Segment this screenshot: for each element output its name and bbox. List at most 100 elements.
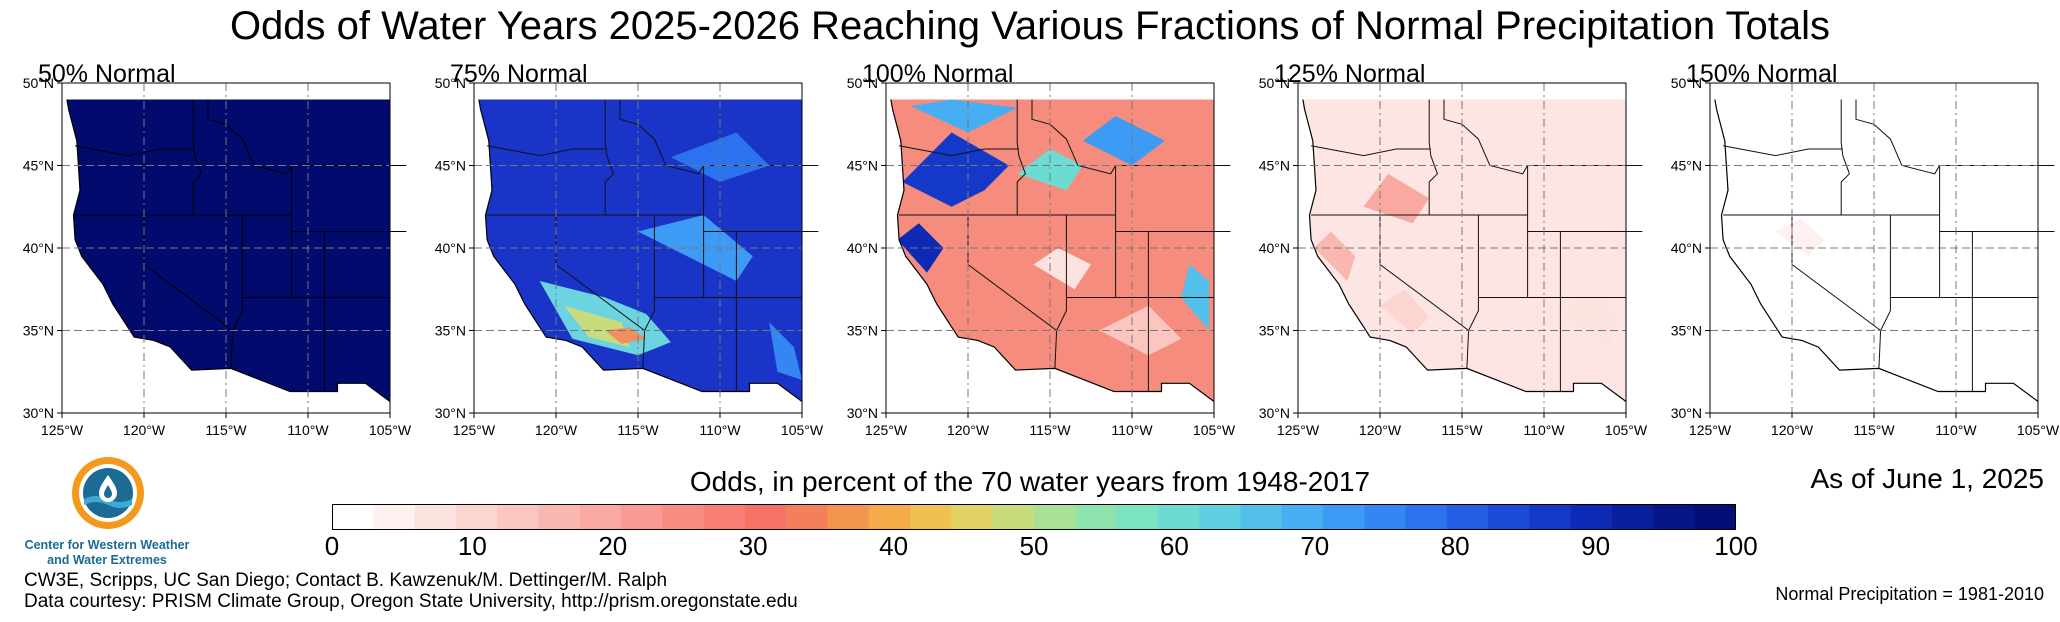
colorbar-swatch (992, 504, 1035, 530)
colorbar-swatch (579, 504, 622, 530)
colorbar-title: Odds, in percent of the 70 water years f… (689, 466, 1371, 497)
colorbar-swatch (373, 504, 416, 530)
credit-line-1: CW3E, Scripps, UC San Diego; Contact B. … (24, 570, 668, 591)
state-border (1840, 99, 1850, 215)
colorbar-tick-label: 10 (457, 531, 487, 561)
land-fill (66, 99, 391, 402)
as-of-date: As of June 1, 2025 (1810, 463, 2044, 494)
latitude-tick-label: 35°N (847, 323, 878, 339)
colorbar-swatch (538, 504, 581, 530)
longitude-tick-label: 110°W (699, 422, 741, 438)
cw3e-logo-icon (72, 457, 144, 529)
longitude-tick-label: 120°W (1359, 422, 1402, 438)
state-border (644, 215, 655, 331)
map-panel: 125% Normal 50°N 45°N 40°N 35°N 30°N 125°W 120°… (1256, 60, 1648, 440)
state-border (207, 99, 293, 175)
ocean (1710, 99, 2038, 413)
state-border (899, 145, 1019, 157)
state-border (1468, 215, 1479, 331)
longitude-tick-label: 110°W (1523, 422, 1565, 438)
coastline (890, 99, 1215, 402)
longitude-tick-label: 115°W (1441, 422, 1483, 438)
state-border (1723, 145, 1843, 157)
longitude-tick-label: 105°W (2017, 422, 2060, 438)
odds-region (1380, 289, 1430, 334)
latitude-tick-label: 30°N (1259, 405, 1290, 421)
credit-line-2: Data courtesy: PRISM Climate Group, Oreg… (24, 591, 798, 612)
colorbar-swatch (910, 504, 952, 530)
ocean (1298, 99, 1626, 413)
longitude-tick-label: 115°W (617, 422, 659, 438)
latitude-tick-label: 50°N (1671, 75, 1702, 91)
odds-region (1033, 248, 1091, 290)
colorbar-swatch (1612, 504, 1654, 530)
colorbar-tick-label: 0 (324, 531, 340, 561)
latitude-tick-label: 50°N (23, 75, 54, 91)
latitude-tick-label: 50°N (847, 75, 878, 91)
odds-region (1082, 116, 1165, 166)
longitude-tick-label: 125°W (865, 422, 908, 438)
longitude-tick-label: 105°W (369, 422, 412, 438)
coastline (66, 99, 391, 402)
latitude-tick-label: 40°N (1671, 240, 1702, 256)
colorbar-swatch (332, 504, 374, 530)
latitude-tick-label: 45°N (435, 158, 466, 174)
colorbar-swatch (455, 504, 498, 530)
longitude-tick-label: 125°W (41, 422, 84, 438)
latitude-tick-label: 45°N (1671, 158, 1702, 174)
colorbar-tick-label: 20 (598, 531, 628, 561)
colorbar-tick-label: 50 (1019, 531, 1049, 561)
latitude-tick-label: 40°N (23, 240, 54, 256)
latitude-tick-label: 30°N (435, 405, 466, 421)
colorbar-swatch (1570, 504, 1613, 530)
odds-region (902, 132, 1009, 207)
colorbar-tick-label: 60 (1159, 531, 1189, 561)
state-border (1466, 330, 1470, 369)
colorbar-swatch (1405, 504, 1448, 530)
odds-region (897, 223, 944, 273)
colorbar-tick-label: 80 (1440, 531, 1470, 561)
state-border (75, 145, 195, 157)
state-border (1878, 330, 1882, 369)
coastline (1302, 99, 1627, 402)
normal-precipitation-note: Normal Precipitation = 1981-2010 (1775, 584, 2044, 604)
colorbar-swatch (744, 504, 787, 530)
colorbar-swatch (868, 504, 911, 530)
state-border (604, 99, 614, 215)
colorbar-swatch (1446, 504, 1489, 530)
state-border (232, 215, 243, 331)
colorbar-swatch (951, 504, 994, 530)
state-border (1056, 215, 1067, 331)
state-border (192, 99, 202, 215)
logo-caption-line-1: Center for Western Weather (24, 538, 190, 552)
latitude-tick-label: 40°N (1259, 240, 1290, 256)
longitude-tick-label: 120°W (947, 422, 990, 438)
longitude-tick-label: 120°W (1771, 422, 1814, 438)
longitude-tick-label: 125°W (1277, 422, 1320, 438)
colorbar-swatch (703, 504, 746, 530)
longitude-tick-label: 110°W (287, 422, 329, 438)
land-fill (1714, 99, 2038, 402)
latitude-tick-label: 40°N (847, 240, 878, 256)
state-border (1428, 99, 1438, 215)
longitude-tick-label: 105°W (781, 422, 824, 438)
colorbar-swatch (1529, 504, 1572, 530)
state-border (1311, 145, 1431, 157)
ocean (62, 99, 390, 413)
odds-region (1314, 231, 1356, 281)
map-panel: 75% Normal 50°N 45°N 40°N 35°N 30°N 125°W 120°W… (432, 60, 824, 440)
colorbar-swatch (1240, 504, 1283, 530)
state-border (1880, 215, 1891, 331)
state-border (619, 99, 705, 175)
odds-region (1017, 149, 1083, 191)
colorbar-swatch (1488, 504, 1531, 530)
colorbar-tick-label: 30 (738, 531, 768, 561)
longitude-tick-label: 105°W (1605, 422, 1648, 438)
coastline (478, 99, 803, 402)
colorbar-tick-label: 70 (1300, 531, 1330, 561)
colorbar-swatch (414, 504, 457, 530)
colorbar-swatch (1281, 504, 1324, 530)
latitude-tick-label: 40°N (435, 240, 466, 256)
